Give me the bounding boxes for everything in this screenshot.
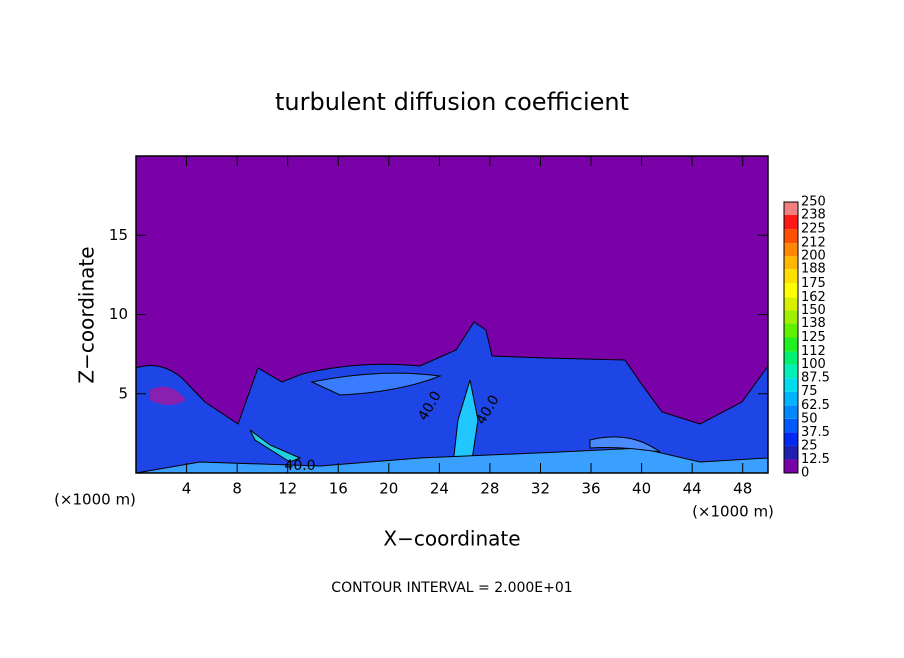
chart-title: turbulent diffusion coefficient (275, 88, 629, 116)
colorbar-label: 75 (801, 384, 818, 399)
x-tick-label: 24 (430, 480, 449, 498)
colorbar-segment (784, 351, 798, 365)
x-tick-label: 40 (632, 480, 651, 498)
colorbar-label: 37.5 (801, 425, 830, 440)
colorbar-segment (784, 256, 798, 270)
colorbar-label: 0 (801, 466, 809, 481)
colorbar-label: 250 (801, 195, 826, 210)
colorbar-segment (784, 445, 798, 460)
x-tick-label: 28 (480, 480, 499, 498)
colorbar-label: 238 (801, 208, 826, 223)
colorbar-label: 87.5 (801, 371, 830, 386)
colorbar-segment (784, 378, 798, 392)
x-tick-label: 16 (329, 480, 348, 498)
colorbar-label: 112 (801, 344, 826, 359)
colorbar-label: 138 (801, 316, 826, 331)
colorbar-label: 212 (801, 236, 826, 251)
colorbar-segment (784, 323, 798, 338)
colorbar-segment (784, 229, 798, 244)
colorbar-label: 162 (801, 290, 826, 305)
colorbar-label: 12.5 (801, 452, 830, 467)
colorbar-label: 25 (801, 438, 818, 453)
colorbar-label: 125 (801, 330, 826, 345)
colorbar-segment (784, 269, 798, 284)
colorbar-segment (784, 418, 798, 433)
field-region (589, 436, 661, 453)
colorbar-label: 150 (801, 303, 826, 318)
colorbar-segment (784, 243, 798, 257)
colorbar-segment (784, 405, 798, 419)
x-tick-label: 48 (733, 480, 752, 498)
colorbar-label: 175 (801, 276, 826, 291)
y-tick-label: 10 (109, 305, 128, 323)
field (135, 156, 769, 474)
colorbar-label: 188 (801, 262, 826, 277)
x-unit-label: (×1000 m) (54, 491, 136, 509)
colorbar-segment (784, 215, 798, 230)
x-tick-label: 44 (683, 480, 702, 498)
field-region (249, 429, 302, 463)
field-region (310, 372, 442, 396)
colorbar-label: 62.5 (801, 398, 830, 413)
field-region (150, 386, 186, 405)
colorbar-segment (784, 297, 798, 311)
colorbar-segment (784, 364, 798, 379)
colorbar-frame (783, 201, 799, 474)
colorbar-label: 200 (801, 249, 826, 264)
colorbar-label: 225 (801, 222, 826, 237)
x-tick-label: 32 (531, 480, 550, 498)
x-tick-label: 20 (379, 480, 398, 498)
colorbar-segment (784, 337, 798, 352)
y-tick-label: 5 (118, 384, 128, 402)
colorbar-segment (784, 432, 798, 446)
x-tick-label: 8 (232, 480, 242, 498)
x-tick-label: 4 (182, 480, 192, 498)
colorbar-segment (784, 459, 798, 473)
colorbar-segment (784, 202, 798, 216)
x-axis-label: X−coordinate (383, 527, 520, 551)
colorbar-label: 100 (801, 357, 826, 372)
y-tick-label: 15 (109, 226, 128, 244)
y-axis-label: Z−coordinate (75, 246, 99, 383)
footer-note: CONTOUR INTERVAL = 2.000E+01 (331, 580, 572, 596)
colorbar-segment (784, 310, 798, 324)
x-unit-label: (×1000 m) (692, 503, 774, 521)
field-region (135, 321, 769, 474)
colorbar-segment (784, 283, 798, 298)
contour-label: 40.0 (284, 458, 315, 474)
x-tick-label: 36 (581, 480, 600, 498)
x-tick-label: 12 (278, 480, 297, 498)
colorbar-segment (784, 391, 798, 406)
colorbar-label: 50 (801, 411, 818, 426)
